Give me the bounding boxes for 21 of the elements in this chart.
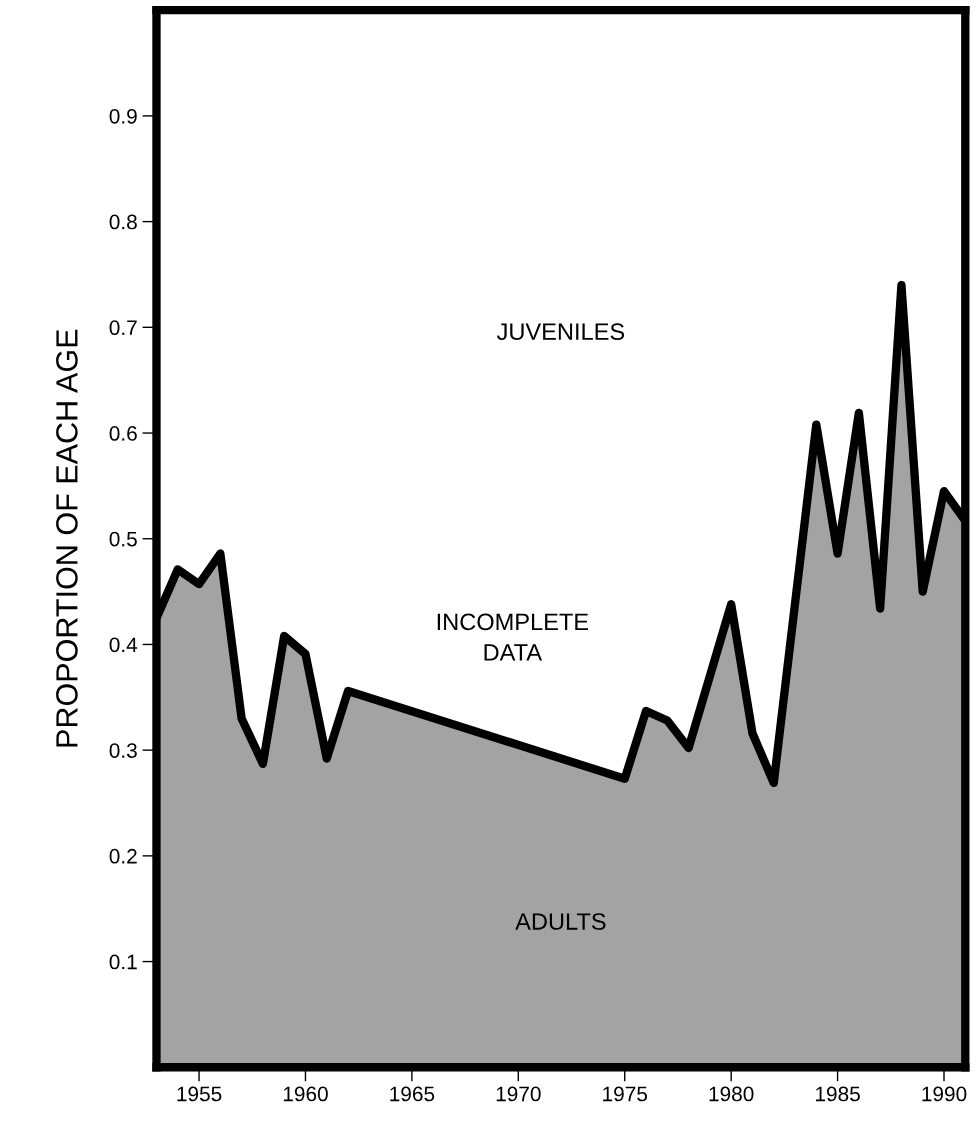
y-axis-title: PROPORTION OF EACH AGE (56, 329, 78, 747)
annotation: JUVENILES (496, 323, 625, 340)
y-tick-label: 0.4 (109, 637, 138, 653)
y-tick-label: 0.7 (109, 320, 137, 336)
x-tick-label: 1965 (390, 1086, 435, 1102)
y-tick-label: 0.1 (109, 954, 137, 970)
annotation: INCOMPLETE DATA (437, 613, 589, 661)
y-tick-label: 0.2 (109, 848, 137, 864)
x-tick-label: 1970 (496, 1086, 541, 1102)
y-tick-label: 0.3 (109, 743, 137, 758)
y-tick-label: 0.8 (109, 214, 137, 230)
x-tick-label: 1985 (816, 1086, 860, 1102)
x-tick-label: 1980 (709, 1086, 754, 1102)
y-tick-label: 0.5 (109, 531, 137, 547)
x-tick-label: 1975 (603, 1086, 648, 1102)
y-tick-label: 0.9 (109, 108, 137, 124)
x-tick-label: 1955 (177, 1086, 222, 1102)
y-tick-label: 0.6 (109, 426, 137, 441)
x-tick-label: 1990 (922, 1086, 967, 1102)
annotation: ADULTS (515, 913, 606, 930)
x-tick-label: 1960 (283, 1086, 328, 1102)
